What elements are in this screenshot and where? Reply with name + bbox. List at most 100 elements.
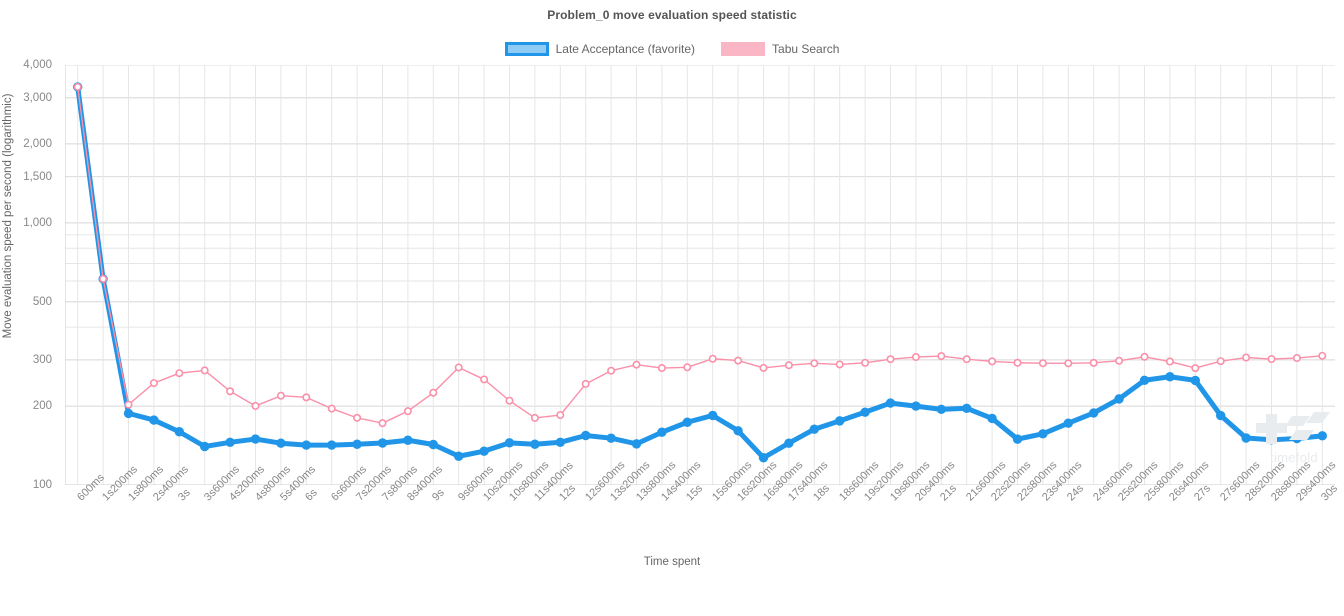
data-point[interactable] <box>1089 408 1099 418</box>
data-point[interactable] <box>758 453 769 463</box>
data-point[interactable] <box>708 354 717 363</box>
data-point[interactable] <box>682 417 692 427</box>
data-point[interactable] <box>1165 357 1174 366</box>
data-point[interactable] <box>353 413 362 422</box>
data-point[interactable] <box>1318 351 1327 360</box>
data-point[interactable] <box>911 353 920 362</box>
data-point[interactable] <box>810 359 819 368</box>
data-point[interactable] <box>327 440 337 450</box>
data-point[interactable] <box>1038 359 1047 368</box>
data-point[interactable] <box>149 379 158 388</box>
data-point[interactable] <box>175 369 184 378</box>
data-point[interactable] <box>987 413 997 424</box>
data-point[interactable] <box>480 375 489 384</box>
data-point[interactable] <box>759 363 768 372</box>
data-point[interactable] <box>555 437 565 447</box>
data-point[interactable] <box>124 400 133 409</box>
data-point[interactable] <box>734 356 743 365</box>
data-point[interactable] <box>962 403 972 413</box>
data-point[interactable] <box>1216 410 1226 421</box>
data-point[interactable] <box>1191 364 1200 373</box>
data-point[interactable] <box>73 82 82 91</box>
data-point[interactable] <box>835 360 844 369</box>
data-point[interactable] <box>123 408 134 419</box>
legend-item-late-acceptance[interactable]: Late Acceptance (favorite) <box>504 42 695 56</box>
data-point[interactable] <box>276 391 285 400</box>
data-point[interactable] <box>581 379 590 388</box>
data-point[interactable] <box>988 357 997 366</box>
data-point[interactable] <box>556 411 565 420</box>
data-point[interactable] <box>1013 358 1022 367</box>
data-point[interactable] <box>302 393 311 402</box>
data-point[interactable] <box>454 451 464 461</box>
data-point[interactable] <box>1012 434 1023 444</box>
data-point[interactable] <box>1241 433 1251 443</box>
data-point[interactable] <box>505 396 514 405</box>
data-point[interactable] <box>860 407 870 417</box>
data-point[interactable] <box>1089 358 1098 367</box>
data-point[interactable] <box>1064 359 1073 368</box>
data-point[interactable] <box>657 364 666 373</box>
data-point[interactable] <box>632 360 641 369</box>
data-point[interactable] <box>606 433 616 443</box>
data-point[interactable] <box>327 404 336 413</box>
data-point[interactable] <box>200 441 210 452</box>
data-point[interactable] <box>1063 418 1073 428</box>
data-point[interactable] <box>733 426 743 436</box>
data-point[interactable] <box>250 434 261 444</box>
data-point[interactable] <box>1292 354 1301 363</box>
data-point[interactable] <box>429 388 438 397</box>
data-point[interactable] <box>1115 356 1124 365</box>
data-point[interactable] <box>174 427 185 437</box>
data-point[interactable] <box>708 410 718 421</box>
data-point[interactable] <box>1139 375 1150 385</box>
data-point[interactable] <box>99 274 108 283</box>
data-point[interactable] <box>784 361 793 370</box>
data-point[interactable] <box>1190 375 1201 386</box>
data-point[interactable] <box>1114 394 1124 404</box>
data-point[interactable] <box>886 355 895 364</box>
data-point[interactable] <box>835 416 845 426</box>
data-point[interactable] <box>861 358 870 367</box>
data-point[interactable] <box>784 438 794 448</box>
data-point[interactable] <box>403 407 412 416</box>
data-point[interactable] <box>1242 353 1251 362</box>
data-point[interactable] <box>200 366 209 375</box>
data-point[interactable] <box>225 437 235 448</box>
data-point[interactable] <box>479 446 489 456</box>
data-point[interactable] <box>1317 431 1328 441</box>
data-point[interactable] <box>352 439 362 449</box>
data-point[interactable] <box>428 439 438 450</box>
legend-item-tabu-search[interactable]: Tabu Search <box>721 42 839 56</box>
data-point[interactable] <box>1140 352 1149 361</box>
data-point[interactable] <box>1038 429 1048 439</box>
data-point[interactable] <box>504 438 515 448</box>
data-point[interactable] <box>683 363 692 372</box>
data-point[interactable] <box>1267 355 1276 364</box>
data-point[interactable] <box>809 424 819 434</box>
data-point[interactable] <box>937 352 946 361</box>
data-point[interactable] <box>885 398 896 408</box>
data-point[interactable] <box>1165 372 1175 382</box>
data-point[interactable] <box>301 440 312 450</box>
data-point[interactable] <box>607 366 616 375</box>
data-point[interactable] <box>631 439 642 449</box>
data-point[interactable] <box>251 401 260 410</box>
data-point[interactable] <box>1216 357 1225 366</box>
data-point[interactable] <box>581 430 591 441</box>
data-point[interactable] <box>1292 433 1302 444</box>
data-point[interactable] <box>911 401 921 411</box>
data-point[interactable] <box>936 404 946 415</box>
data-point[interactable] <box>962 355 971 364</box>
data-point[interactable] <box>377 438 388 448</box>
data-point[interactable] <box>657 427 667 437</box>
data-point[interactable] <box>1266 435 1277 445</box>
data-point[interactable] <box>378 419 387 428</box>
data-point[interactable] <box>403 435 413 445</box>
data-point[interactable] <box>530 439 540 449</box>
data-point[interactable] <box>149 415 159 425</box>
data-point[interactable] <box>530 413 539 422</box>
data-point[interactable] <box>226 387 235 396</box>
data-point[interactable] <box>454 363 463 372</box>
data-point[interactable] <box>276 438 286 448</box>
